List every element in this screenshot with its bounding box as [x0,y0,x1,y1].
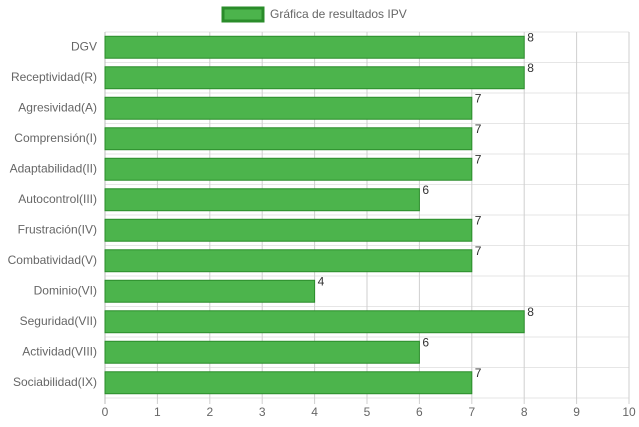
bar [104,249,473,273]
y-tick-label: Comprensión(I) [14,131,97,145]
value-label: 7 [475,152,482,166]
y-tick-label: Dominio(VI) [34,283,97,297]
y-tick-label: Frustración(IV) [18,222,97,236]
value-label: 8 [527,61,534,75]
x-tick-label: 7 [468,405,475,419]
x-tick-label: 0 [102,405,109,419]
y-tick-label: Receptividad(R) [11,70,97,84]
bar [104,35,525,59]
x-tick-label: 4 [311,405,318,419]
legend-swatch [221,6,265,23]
bar [104,218,473,242]
x-tick-label: 1 [154,405,161,419]
bar [104,96,473,120]
value-label: 7 [475,122,482,136]
x-tick-label: 5 [364,405,371,419]
value-label: 6 [422,335,429,349]
x-tick-label: 10 [622,405,636,419]
y-tick-label: Adaptabilidad(II) [10,161,97,175]
value-label: 7 [475,91,482,105]
bar [104,127,473,151]
legend-label: Gráfica de resultados IPV [270,7,407,21]
y-tick-label: Agresividad(A) [18,100,97,114]
x-tick-label: 6 [416,405,423,419]
x-tick-label: 9 [573,405,580,419]
bar [104,371,473,395]
x-tick-label: 3 [259,405,266,419]
x-tick-label: 2 [206,405,213,419]
y-tick-label: DGV [71,39,97,53]
value-label: 8 [527,30,534,44]
value-label: 7 [475,244,482,258]
y-tick-label: Actividad(VIII) [22,344,97,358]
bar [104,279,316,303]
value-label: 7 [475,213,482,227]
bar [104,340,420,364]
y-tick-label: Combatividad(V) [8,253,97,267]
value-label: 4 [318,274,325,288]
bar [104,188,420,212]
y-tick-label: Autocontrol(III) [18,192,97,206]
y-tick-label: Seguridad(VII) [20,314,97,328]
value-label: 8 [527,305,534,319]
bar [104,310,525,334]
x-tick-label: 8 [521,405,528,419]
bar [104,157,473,181]
value-label: 7 [475,366,482,380]
value-label: 6 [422,183,429,197]
y-tick-label: Sociabilidad(IX) [13,375,97,389]
bar [104,66,525,90]
